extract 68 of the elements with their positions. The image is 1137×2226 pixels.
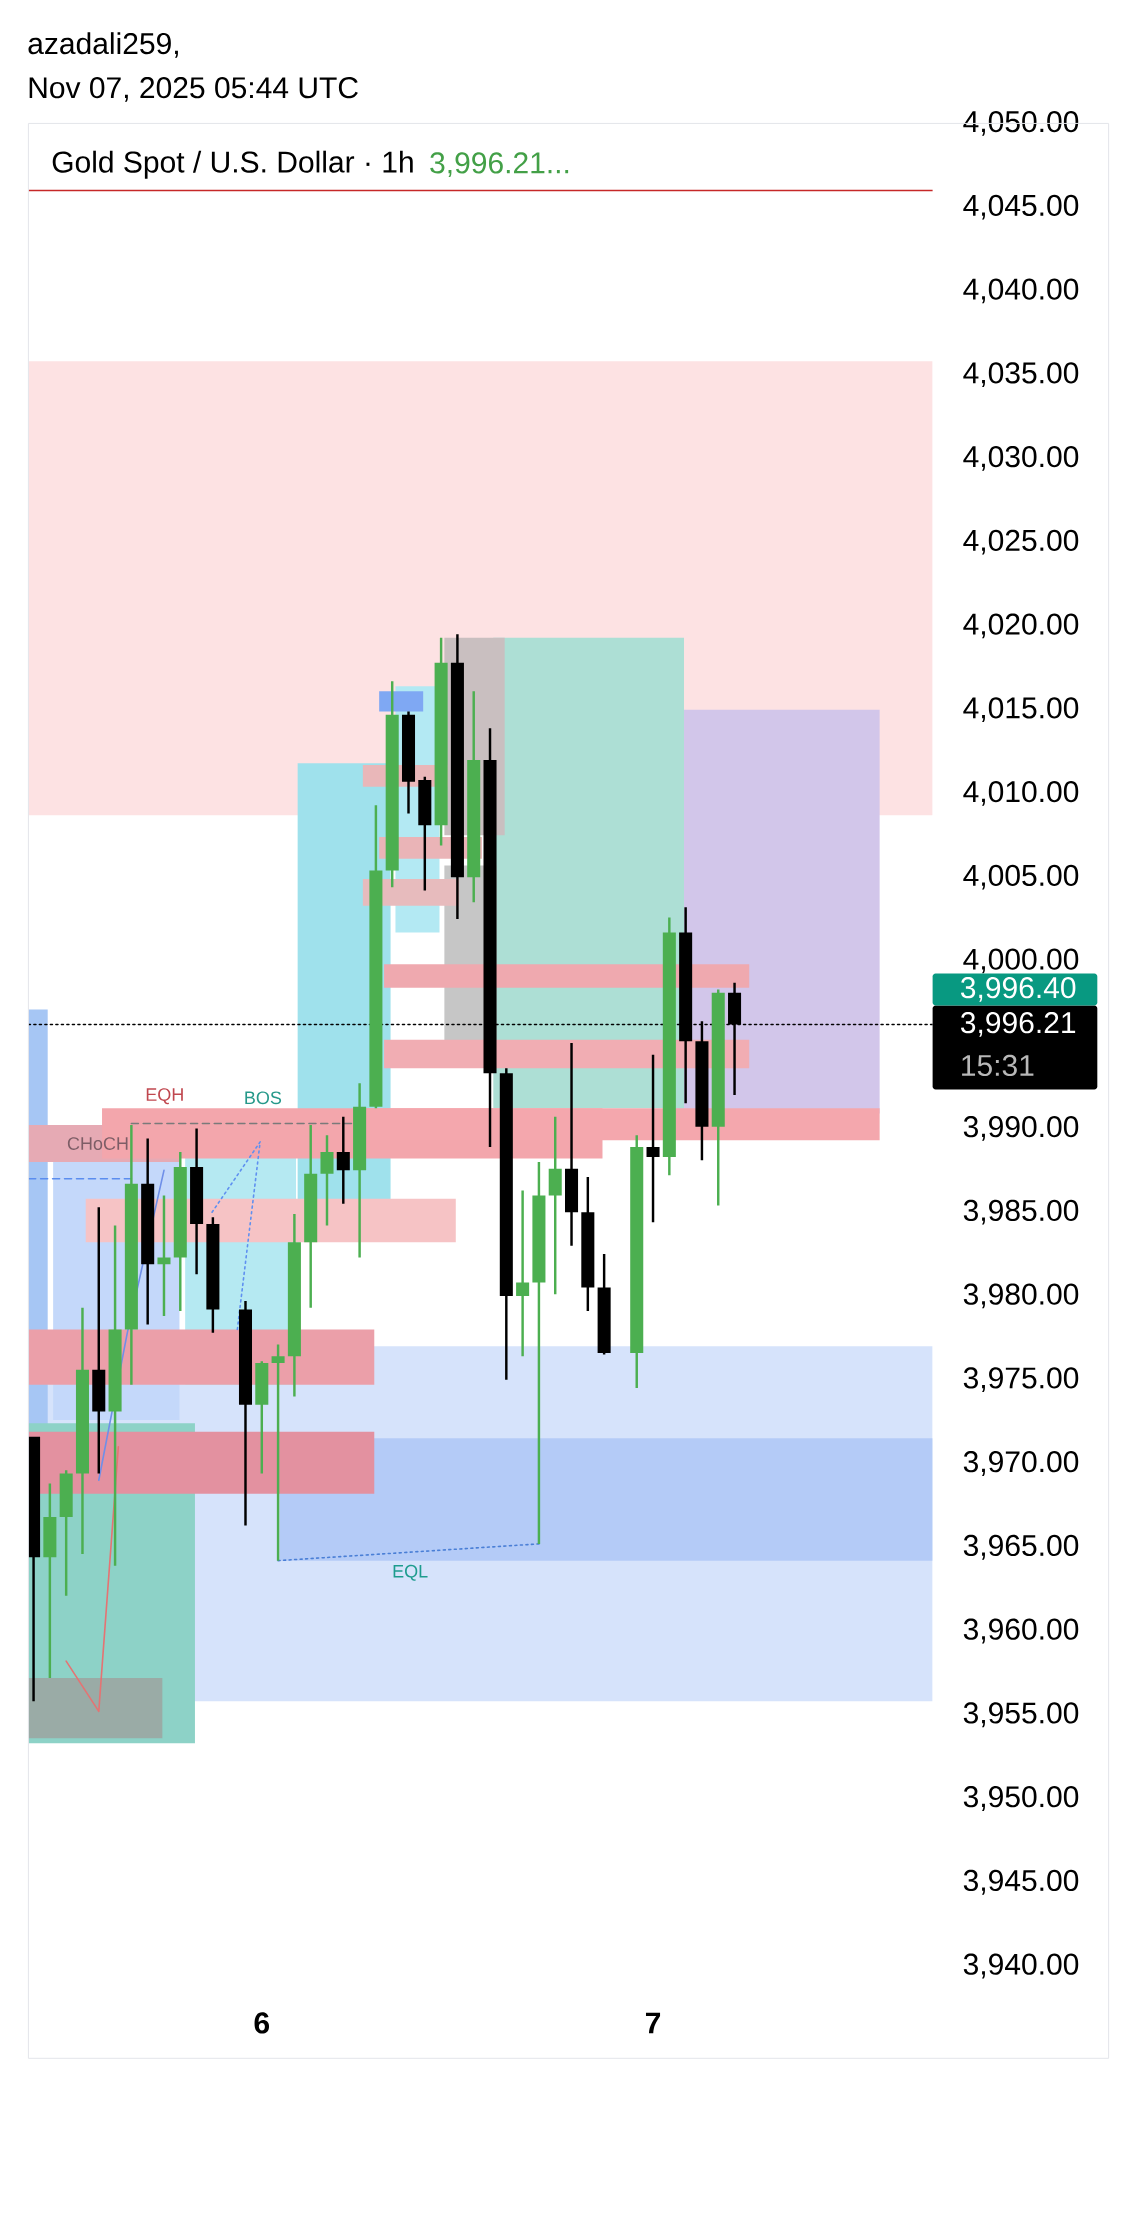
annotation: CHoCH [67, 1137, 128, 1150]
y-tick-label: 3,950.00 [963, 1786, 1079, 1811]
y-tick-label: 4,030.00 [963, 446, 1079, 471]
candlestick [255, 1361, 269, 1474]
annotation: EQL [393, 1564, 428, 1581]
y-tick-label: 4,015.00 [963, 697, 1079, 723]
candlestick [662, 917, 676, 1176]
y-tick-label: 3,960.00 [963, 1618, 1079, 1644]
candlestick [190, 1128, 204, 1275]
candlestick [43, 1483, 57, 1678]
text: azadali259, [28, 32, 178, 58]
text: Nov 07, 2025 05:44 UTC [29, 77, 358, 102]
candlestick [401, 711, 416, 814]
candlestick [206, 1217, 220, 1333]
candlestick [336, 1116, 350, 1204]
candlestick [499, 1068, 513, 1380]
candlestick [59, 1470, 73, 1596]
text: 3,996.40 [960, 977, 1076, 1002]
candlestick [581, 1177, 595, 1312]
candlestick [304, 1125, 318, 1308]
candlestick [450, 634, 464, 920]
candlestick [532, 1161, 546, 1544]
y-tick-label: 4,045.00 [963, 194, 1079, 220]
ref-line-label: 3,996.21 [960, 1012, 1076, 1037]
candlestick [467, 691, 481, 903]
y-tick-label: 4,005.00 [963, 864, 1079, 890]
y-tick-label: 3,990.00 [963, 1116, 1079, 1141]
annotation: BOS [245, 1091, 282, 1105]
text: 15:31 [962, 1054, 1034, 1077]
y-tick-label: 4,020.00 [963, 613, 1079, 639]
y-tick-label: 4,000.00 [963, 948, 1079, 974]
y-tick-label: 4,050.00 [963, 111, 1079, 136]
x-tick-label: 7 [645, 2012, 661, 2034]
candlestick [711, 989, 725, 1206]
annotation: 3,996.21... [430, 152, 569, 178]
candlestick [630, 1135, 644, 1389]
candlestick [418, 776, 432, 891]
y-tick-label: 3,970.00 [963, 1451, 1079, 1476]
y-tick-label: 4,035.00 [963, 362, 1079, 388]
y-tick-label: 3,985.00 [963, 1199, 1079, 1225]
candlestick [597, 1254, 611, 1355]
candlestick [565, 1043, 579, 1246]
candlestick [238, 1301, 253, 1526]
y-tick-label: 3,980.00 [963, 1283, 1079, 1309]
x-tick-label: 6 [254, 2012, 270, 2034]
candlestick [75, 1307, 89, 1554]
candlestick [287, 1213, 301, 1397]
y-tick-label: 3,945.00 [963, 1869, 1079, 1895]
text: Gold Spot / U.S. Dollar · 1h [52, 150, 413, 179]
candlestick [141, 1138, 155, 1325]
candlestick [434, 637, 448, 846]
y-tick-label: 4,025.00 [963, 529, 1079, 555]
y-tick-label: 3,940.00 [963, 1953, 1079, 1979]
y-tick-label: 3,975.00 [963, 1367, 1079, 1393]
y-tick-label: 3,955.00 [963, 1702, 1079, 1728]
annotation: EQH [146, 1088, 183, 1105]
candlestick [369, 805, 383, 1109]
candlestick [173, 1151, 187, 1312]
candlestick [92, 1207, 106, 1474]
y-tick-label: 3,965.00 [963, 1534, 1079, 1560]
candlestick [385, 681, 399, 888]
candlestick [353, 1083, 367, 1258]
y-tick-label: 4,040.00 [963, 278, 1079, 304]
y-tick-label: 4,010.00 [963, 781, 1079, 806]
candlestick [516, 1190, 530, 1357]
candlestick [108, 1225, 122, 1566]
candlestick [28, 1436, 41, 1702]
candlestick [320, 1135, 334, 1226]
